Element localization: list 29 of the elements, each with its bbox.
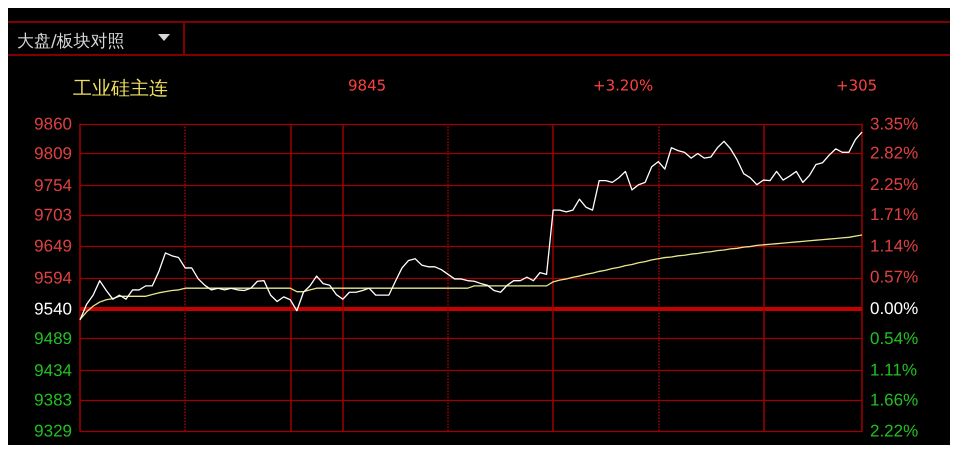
text: +3.20%	[593, 76, 654, 94]
line-series	[79, 131, 863, 321]
chart-subtitle: 大盘/板块对照	[17, 32, 125, 52]
y2-tick-label: 0.00%	[870, 299, 918, 318]
y2-tick-label: 1.66%	[870, 390, 918, 410]
line-series	[79, 234, 863, 320]
y-tick-label: 9329	[34, 422, 72, 440]
y-tick-label: 9754	[34, 176, 72, 195]
chart-title: 工业硅主连	[73, 78, 168, 100]
text: +305	[836, 76, 878, 94]
y-tick-label: 9703	[34, 205, 72, 224]
y-tick-label: 9489	[34, 328, 72, 348]
y-tick-label: 9809	[34, 144, 72, 163]
y-tick-label: 9540	[34, 300, 72, 319]
y-tick-label: 9594	[34, 268, 72, 288]
text: 9845	[348, 76, 386, 94]
y2-tick-label: 0.54%	[870, 328, 918, 348]
y2-tick-label: 0.57%	[870, 268, 918, 287]
y2-tick-label: 1.11%	[870, 360, 917, 380]
y2-tick-label: 2.82%	[870, 144, 918, 163]
y-tick-label: 9383	[34, 390, 72, 410]
y2-tick-label: 1.71%	[870, 204, 918, 224]
y2-tick-label: 3.35%	[870, 114, 918, 134]
y-tick-label: 9434	[34, 360, 72, 380]
y-tick-label: 9649	[34, 236, 72, 256]
y2-tick-label: 2.22%	[870, 422, 918, 440]
y2-tick-label: 1.14%	[870, 236, 918, 256]
y2-tick-label: 2.25%	[870, 175, 918, 194]
y-tick-label: 9860	[34, 114, 72, 134]
